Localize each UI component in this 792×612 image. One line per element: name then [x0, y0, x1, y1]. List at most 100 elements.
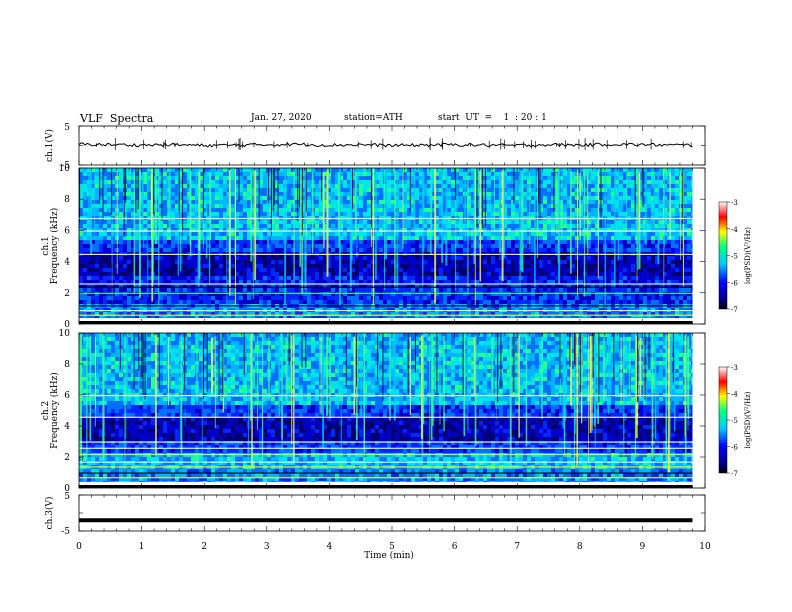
spectrogram-cell: [459, 208, 463, 212]
spectrogram-cell: [539, 244, 543, 248]
spectrogram-cell: [147, 212, 151, 216]
spectrogram-cell: [627, 288, 631, 292]
spectrogram-cell: [451, 244, 455, 248]
spectrogram-cell: [191, 260, 195, 264]
spectrogram-cell: [455, 244, 459, 248]
spectrogram-cell: [255, 212, 259, 216]
spectrogram-cell: [119, 196, 123, 200]
spectrogram-cell: [287, 204, 291, 208]
spectrogram-cell: [659, 244, 663, 248]
spectrogram-cell: [339, 240, 343, 244]
spectrogram-cell: [619, 180, 623, 184]
spectrogram-cell: [563, 208, 567, 212]
spectrogram-cell: [439, 212, 443, 216]
spectrogram-cell: [519, 168, 523, 172]
spectrogram-cell: [411, 236, 415, 240]
spectrogram-cell: [319, 236, 323, 240]
spectrogram-cell: [675, 276, 679, 280]
spectrogram-cell: [563, 224, 567, 228]
spectrogram-cell: [399, 184, 403, 188]
spectrogram-cell: [139, 200, 143, 204]
spectrogram-cell: [551, 200, 555, 204]
spectrogram-cell: [267, 172, 271, 176]
spectrogram-cell: [559, 256, 563, 260]
spectrogram-cell: [271, 272, 275, 276]
spectrogram-cell: [191, 228, 195, 232]
spectrogram-cell: [247, 260, 251, 264]
spectrogram-cell: [451, 288, 455, 292]
spectrogram-cell: [555, 256, 559, 260]
spectrogram-cell: [595, 176, 599, 180]
spectrogram-cell: [99, 200, 103, 204]
spectrogram-cell: [627, 220, 631, 224]
spectrogram-cell: [643, 276, 647, 280]
spectrogram-cell: [683, 176, 687, 180]
spectrogram-cell: [183, 212, 187, 216]
spectrogram-cell: [191, 264, 195, 268]
spectrogram-cell: [611, 224, 615, 228]
spectrogram-cell: [671, 268, 675, 272]
spectrogram-cell: [423, 172, 427, 176]
spectrogram-cell: [419, 232, 423, 236]
spectrogram-cell: [187, 196, 191, 200]
spectrogram-cell: [187, 248, 191, 252]
spectrogram-cell: [687, 176, 691, 180]
spectrogram-cell: [415, 176, 419, 180]
spectrogram-cell: [563, 184, 567, 188]
spectrogram-cell: [447, 196, 451, 200]
spectrogram-cell: [471, 236, 475, 240]
spectrogram-cell: [259, 244, 263, 248]
spectrogram-cell: [319, 260, 323, 264]
spectrogram-cell: [215, 236, 219, 240]
spectrogram-cell: [255, 296, 259, 300]
spectrogram-cell: [675, 192, 679, 196]
spectrogram-cell: [667, 200, 671, 204]
spectrogram-cell: [211, 220, 215, 224]
spectrogram-cell: [291, 224, 295, 228]
spectrogram-cell: [483, 232, 487, 236]
spectrogram-cell: [211, 260, 215, 264]
spectrogram-cell: [135, 256, 139, 260]
spectrogram-cell: [307, 168, 311, 172]
spectrogram-cell: [671, 236, 675, 240]
spectrogram-cell: [279, 224, 283, 228]
spectrogram-cell: [223, 244, 227, 248]
spectrogram-cell: [671, 172, 675, 176]
spectrogram-cell: [675, 232, 679, 236]
spectrogram-cell: [119, 192, 123, 196]
spectrogram-cell: [567, 188, 571, 192]
spectrogram-cell: [487, 280, 491, 284]
spectrogram-cell: [551, 232, 555, 236]
spectrogram-cell: [647, 228, 651, 232]
spectrogram-cell: [311, 168, 315, 172]
spectrogram-cell: [599, 288, 603, 292]
spectrogram-cell: [331, 188, 335, 192]
spectrogram-cell: [679, 176, 683, 180]
spectrogram-cell: [183, 288, 187, 292]
spectrogram-cell: [171, 168, 175, 172]
spectrogram-cell: [155, 232, 159, 236]
spectrogram-cell: [107, 232, 111, 236]
spectrogram-cell: [103, 248, 107, 252]
spectrogram-cell: [667, 240, 671, 244]
spectrogram-cell: [335, 220, 339, 224]
spectrogram-cell: [467, 276, 471, 280]
spectrogram-cell: [659, 268, 663, 272]
spectrogram-cell: [163, 264, 167, 268]
spectrogram-cell: [159, 168, 163, 172]
spectrogram-cell: [211, 256, 215, 260]
spectrogram-cell: [187, 268, 191, 272]
spectrogram-cell: [347, 272, 351, 276]
spectrogram-cell: [343, 272, 347, 276]
spectrogram-cell: [147, 180, 151, 184]
spectrogram-cell: [607, 200, 611, 204]
spectrogram-cell: [535, 248, 539, 252]
spectrogram-cell: [335, 268, 339, 272]
spectrogram-cell: [131, 236, 135, 240]
spectrogram-cell: [331, 288, 335, 292]
spectrogram-cell: [491, 208, 495, 212]
spectrogram-cell: [315, 296, 319, 300]
spectrogram-cell: [511, 200, 515, 204]
spectrogram-cell: [475, 240, 479, 244]
spectrogram-cell: [527, 220, 531, 224]
